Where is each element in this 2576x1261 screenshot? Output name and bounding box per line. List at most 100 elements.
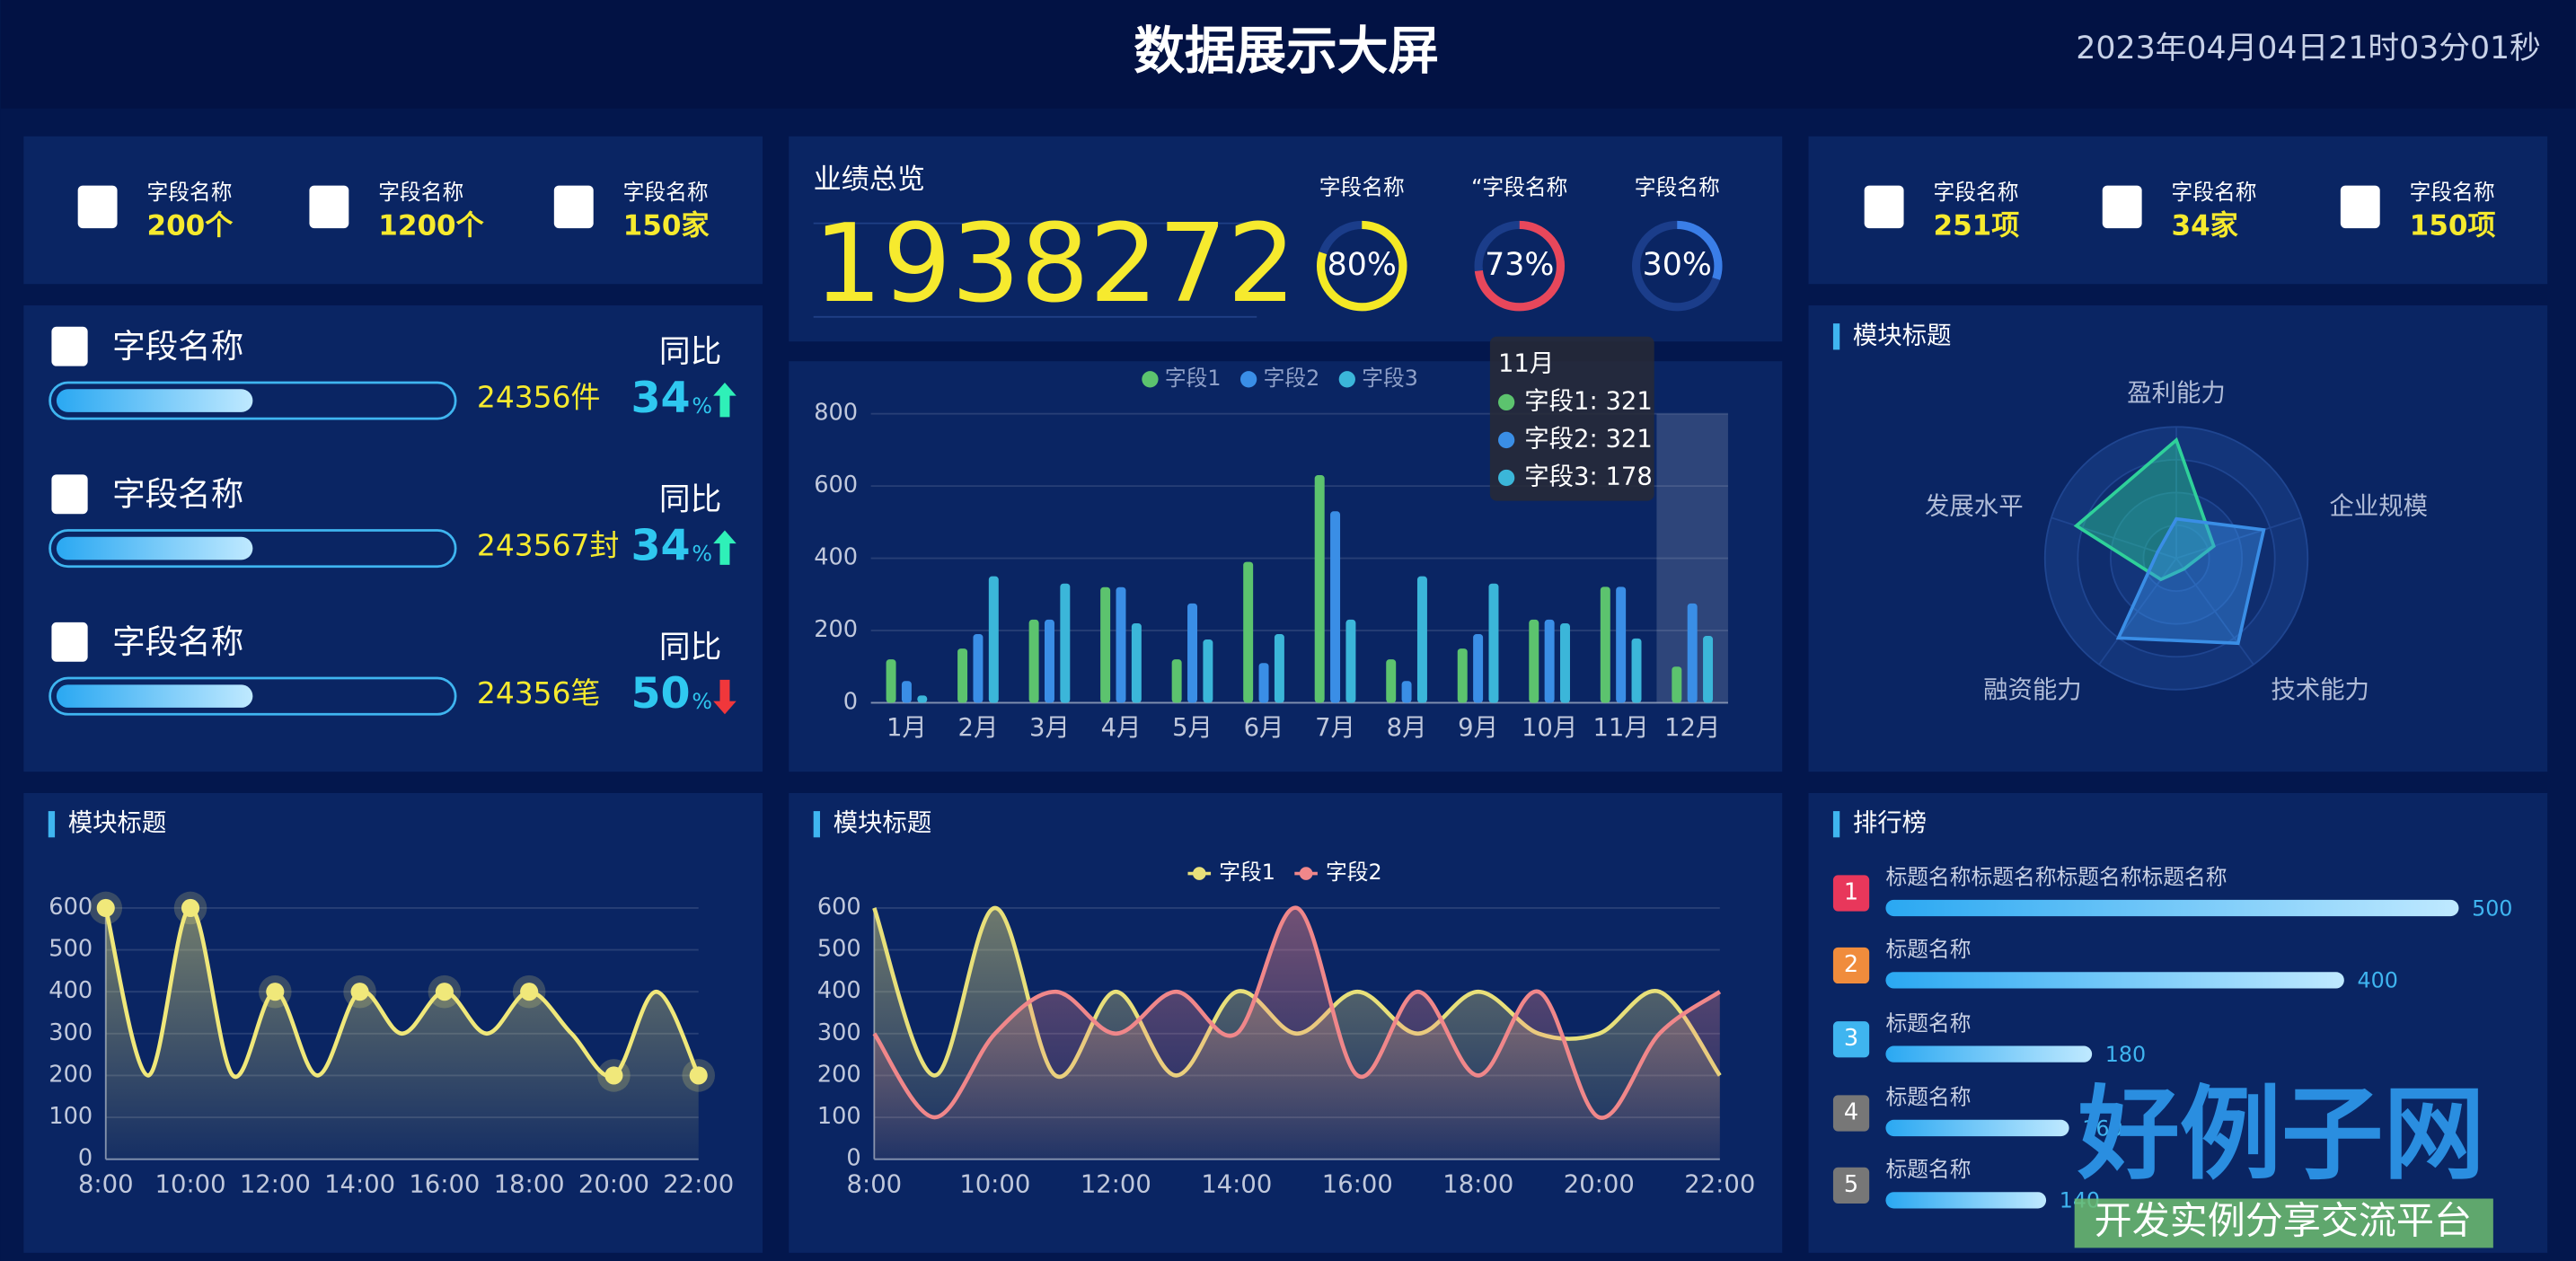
compare-label: 同比 — [659, 630, 721, 666]
x-tick-label: 10:00 — [959, 1170, 1030, 1198]
rank-name: 标题名称 — [1885, 1010, 1971, 1036]
progress-bar — [56, 536, 253, 560]
y-tick-label: 500 — [49, 936, 93, 963]
row-name: 字段名称 — [112, 327, 243, 366]
ranking-title: 排行榜 — [1853, 809, 1927, 837]
page-title: 数据展示大屏 — [1134, 22, 1439, 81]
bar — [1345, 619, 1356, 703]
trend-arrow — [713, 530, 737, 565]
panel — [789, 136, 1783, 342]
gauge-arc — [1316, 220, 1407, 312]
row-name: 字段名称 — [112, 475, 243, 514]
radar-axis — [2175, 558, 2254, 666]
rank-value: 180 — [2105, 1042, 2146, 1067]
bar — [1330, 511, 1341, 703]
x-tick-label: 18:00 — [494, 1170, 565, 1198]
x-tick-label: 14:00 — [324, 1170, 395, 1198]
bar — [988, 576, 999, 703]
rank-name: 标题名称标题名称标题名称标题名称 — [1885, 865, 2227, 890]
bar — [973, 634, 984, 703]
rank-number: 2 — [1844, 951, 1858, 978]
marker — [266, 983, 285, 1001]
stat-value: 251项 — [1933, 209, 2019, 242]
title-marker — [48, 811, 56, 838]
rank-badge — [1832, 1021, 1870, 1058]
marker — [520, 983, 539, 1001]
change-value: 34 — [631, 374, 690, 423]
x-tick-label: 9月 — [1458, 714, 1498, 742]
rank-value: 160 — [2082, 1116, 2122, 1141]
bar — [1703, 636, 1714, 703]
rank-name: 标题名称 — [1885, 1157, 1971, 1182]
bar — [1258, 663, 1269, 703]
progress-bar — [56, 389, 253, 412]
marker — [689, 1066, 708, 1085]
gauge-label: “字段名称 — [1471, 175, 1567, 200]
radar-axis — [2175, 516, 2302, 560]
bar — [1060, 583, 1071, 703]
panel — [23, 136, 763, 285]
stat-label: 字段名称 — [2172, 180, 2257, 205]
y-tick-label: 600 — [814, 472, 858, 498]
legend-label: 字段3 — [1362, 366, 1418, 391]
bar — [1131, 622, 1142, 703]
x-tick-label: 1月 — [887, 714, 927, 742]
legend-swatch — [1192, 867, 1206, 880]
tooltip-dot — [1498, 431, 1515, 449]
icon — [77, 185, 118, 229]
tooltip-item: 字段3: 178 — [1524, 463, 1653, 490]
radar-label: 融资能力 — [1983, 676, 2082, 704]
icon — [2102, 185, 2142, 229]
title-marker — [1832, 811, 1840, 838]
x-tick-label: 5月 — [1172, 714, 1213, 742]
radar-label: 技术能力 — [2271, 676, 2369, 704]
x-tick-label: 7月 — [1315, 714, 1355, 742]
x-tick-label: 11月 — [1593, 714, 1649, 742]
bar — [1616, 586, 1627, 703]
bar — [1473, 634, 1484, 703]
x-tick-label: 8:00 — [78, 1170, 134, 1198]
tooltip-title: 11月 — [1498, 349, 1554, 377]
marker — [350, 983, 369, 1001]
radar-label: 发展水平 — [1925, 493, 2024, 521]
legend-swatch — [1299, 867, 1313, 880]
bar — [1560, 622, 1570, 703]
change-unit: % — [692, 689, 712, 714]
legend-swatch — [1338, 371, 1355, 388]
y-tick-label: 0 — [78, 1145, 93, 1172]
watermark-title: 好例子网 — [2077, 1075, 2484, 1194]
tooltip-item: 字段1: 321 — [1524, 387, 1653, 415]
legend-label: 字段2 — [1326, 860, 1382, 885]
y-tick-label: 400 — [814, 544, 858, 571]
y-tick-label: 200 — [817, 1061, 861, 1088]
x-tick-label: 20:00 — [578, 1170, 649, 1198]
y-tick-label: 400 — [817, 977, 861, 1004]
legend-label: 字段2 — [1264, 366, 1320, 391]
icon — [51, 326, 88, 366]
row-name: 字段名称 — [112, 622, 243, 661]
bar — [1488, 583, 1499, 703]
icon — [1864, 185, 1904, 229]
y-tick-label: 300 — [49, 1019, 93, 1046]
gauge-label: 字段名称 — [1635, 175, 1720, 200]
bar — [886, 659, 896, 703]
bar — [917, 695, 928, 703]
rank-name: 标题名称 — [1885, 1085, 1971, 1110]
change-value: 50 — [631, 669, 690, 719]
y-tick-label: 300 — [817, 1019, 861, 1046]
overview-total: 1938272 — [814, 201, 1296, 327]
chart-title: 模块标题 — [68, 809, 167, 837]
bar — [1600, 586, 1610, 703]
y-tick-label: 400 — [49, 977, 93, 1004]
marker — [604, 1066, 623, 1085]
change-unit: % — [692, 393, 712, 419]
x-tick-label: 2月 — [958, 714, 999, 742]
bar — [1314, 475, 1325, 703]
x-tick-label: 14:00 — [1201, 1170, 1272, 1198]
overview-title: 业绩总览 — [814, 163, 925, 196]
gauge-value: 30% — [1643, 247, 1712, 283]
icon — [51, 622, 88, 662]
rank-badge — [1832, 1167, 1870, 1204]
y-tick-label: 0 — [843, 688, 858, 715]
bar — [1171, 659, 1182, 703]
